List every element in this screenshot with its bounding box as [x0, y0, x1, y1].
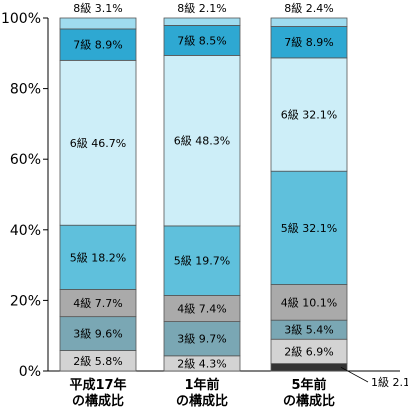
bar-segment-8級 [59, 17, 137, 30]
bar-segment-6級 [270, 57, 348, 172]
category-label: の構成比 [283, 393, 335, 409]
segment-label: 7級 8.9% [284, 36, 333, 49]
leader-line [340, 366, 369, 383]
bar-segment-1級 [270, 363, 348, 372]
bar-segment-4級 [270, 284, 348, 321]
segment-label: 1級 2.1% [371, 376, 408, 389]
segment-label: 5級 19.7% [174, 255, 230, 268]
category-label: 1年前 [184, 377, 219, 393]
bar-segment-5級 [163, 225, 241, 296]
segment-label: 6級 46.7% [70, 137, 126, 150]
segment-label: 5級 32.1% [281, 222, 337, 235]
y-tick-label: 0% [19, 364, 41, 380]
bars [59, 17, 348, 372]
segment-label: 4級 7.4% [177, 303, 226, 316]
segment-label: 2級 5.8% [73, 355, 122, 368]
category-label: 平成17年 [69, 377, 126, 393]
segment-label: 6級 32.1% [281, 109, 337, 122]
segment-label: 6級 48.3% [174, 135, 230, 148]
segment-labels: 2級 5.8% 3級 9.6% 4級 7.7% 5級 18.2% 6級 46.7% 7級 … [70, 2, 408, 389]
y-tick-label: 20% [10, 293, 41, 309]
bar-segment-7級 [163, 25, 241, 56]
bar-segment-8級 [270, 17, 348, 27]
segment-label: 5級 18.2% [70, 251, 126, 264]
bar-segment-3級 [59, 316, 137, 351]
segment-label: 3級 9.7% [177, 333, 226, 346]
y-tick-label: 100% [1, 11, 41, 27]
category-label: 5年前 [291, 377, 326, 393]
segment-label: 2級 4.3% [177, 357, 226, 370]
segment-label: 7級 8.9% [73, 39, 122, 52]
segment-label: 2級 6.9% [284, 345, 333, 358]
segment-label: 4級 7.7% [73, 297, 122, 310]
segment-label: 3級 9.6% [73, 328, 122, 341]
bar-segment-7級 [270, 26, 348, 59]
category-label: の構成比 [72, 393, 124, 409]
segment-label: 3級 5.4% [284, 324, 333, 337]
category-label: の構成比 [176, 393, 228, 409]
bar-segment-5級 [270, 170, 348, 285]
y-tick-label: 60% [10, 152, 41, 168]
bar-segment-7級 [59, 28, 137, 61]
bar-segment-4級 [59, 289, 137, 318]
bar-segment-8級 [163, 17, 241, 26]
segment-label: 4級 10.1% [281, 296, 337, 309]
segment-label: 8級 2.4% [284, 2, 333, 15]
bar-segment-6級 [163, 55, 241, 227]
y-tick-label: 80% [10, 82, 41, 98]
segment-label: 8級 3.1% [73, 2, 122, 15]
segment-label: 7級 8.5% [177, 34, 226, 47]
bar-segment-3級 [163, 321, 241, 357]
y-tick-label: 40% [10, 223, 41, 239]
bar-segment-4級 [163, 295, 241, 322]
segment-label: 8級 2.1% [177, 2, 226, 15]
